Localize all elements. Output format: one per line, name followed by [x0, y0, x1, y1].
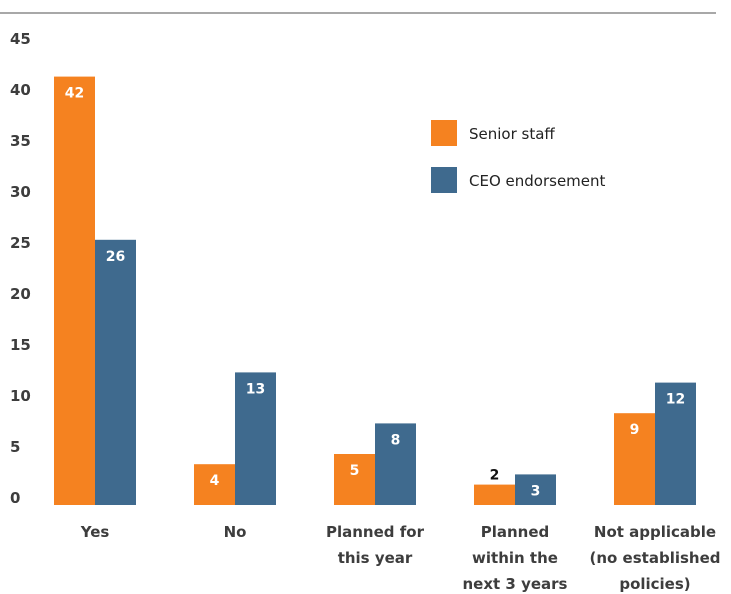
data-label-senior-staff-1: 42 [65, 86, 84, 102]
data-label-senior-staff-4: 2 [490, 468, 500, 484]
data-labels: 42 26 4 13 5 8 2 3 9 12 [65, 86, 685, 500]
x-axis-labels: Yes No Planned for this year Planned within t… [80, 523, 721, 593]
bar-ceo-endorsement-2 [235, 372, 276, 505]
y-axis-ticks: 0 5 10 15 20 25 30 35 40 45 [10, 30, 31, 507]
x-label-3-line-1: Planned for [326, 523, 425, 541]
x-label-5-line-1: Not applicable [594, 523, 716, 541]
bar-senior-staff-3 [334, 454, 375, 505]
data-label-senior-staff-2: 4 [210, 473, 220, 489]
y-tick-20: 20 [10, 285, 31, 303]
x-label-4-line-1: Planned [481, 523, 550, 541]
y-tick-25: 25 [10, 234, 31, 252]
bar-senior-staff-1 [54, 76, 95, 505]
y-tick-15: 15 [10, 336, 31, 354]
y-tick-35: 35 [10, 132, 31, 150]
legend-swatch-senior-staff [431, 120, 457, 146]
bar-ceo-endorsement-3 [375, 423, 416, 505]
legend: Senior staff CEO endorsement [431, 120, 606, 193]
legend-swatch-ceo-endorsement [431, 167, 457, 193]
y-tick-5: 5 [10, 438, 20, 456]
x-label-5-line-3: policies) [619, 575, 690, 593]
x-label-5-line-2: (no established [590, 549, 721, 567]
legend-label-senior-staff: Senior staff [469, 125, 555, 143]
y-tick-45: 45 [10, 30, 31, 48]
legend-label-ceo-endorsement: CEO endorsement [469, 172, 606, 190]
bar-ceo-endorsement-4 [515, 474, 556, 505]
x-label-1-line-1: Yes [80, 523, 110, 541]
bar-senior-staff-4 [474, 484, 515, 505]
data-label-ceo-endorsement-5: 12 [666, 392, 685, 408]
bar-ceo-endorsement-5 [655, 382, 696, 505]
data-label-senior-staff-3: 5 [350, 463, 360, 479]
data-label-ceo-endorsement-1: 26 [106, 249, 125, 265]
data-label-senior-staff-5: 9 [630, 422, 640, 438]
y-tick-10: 10 [10, 387, 31, 405]
x-label-2-line-1: No [224, 523, 247, 541]
data-label-ceo-endorsement-3: 8 [391, 432, 401, 448]
y-tick-0: 0 [10, 489, 20, 507]
bar-senior-staff-2 [194, 464, 235, 505]
x-label-4-line-3: next 3 years [463, 575, 568, 593]
y-tick-30: 30 [10, 183, 31, 201]
bar-senior-staff-5 [614, 413, 655, 505]
data-label-ceo-endorsement-4: 3 [531, 483, 541, 499]
x-label-4-line-2: within the [472, 549, 558, 567]
bars [54, 76, 696, 506]
x-label-3-line-2: this year [338, 549, 413, 567]
data-label-ceo-endorsement-2: 13 [246, 381, 265, 397]
y-tick-40: 40 [10, 81, 31, 99]
bar-ceo-endorsement-1 [95, 239, 136, 506]
